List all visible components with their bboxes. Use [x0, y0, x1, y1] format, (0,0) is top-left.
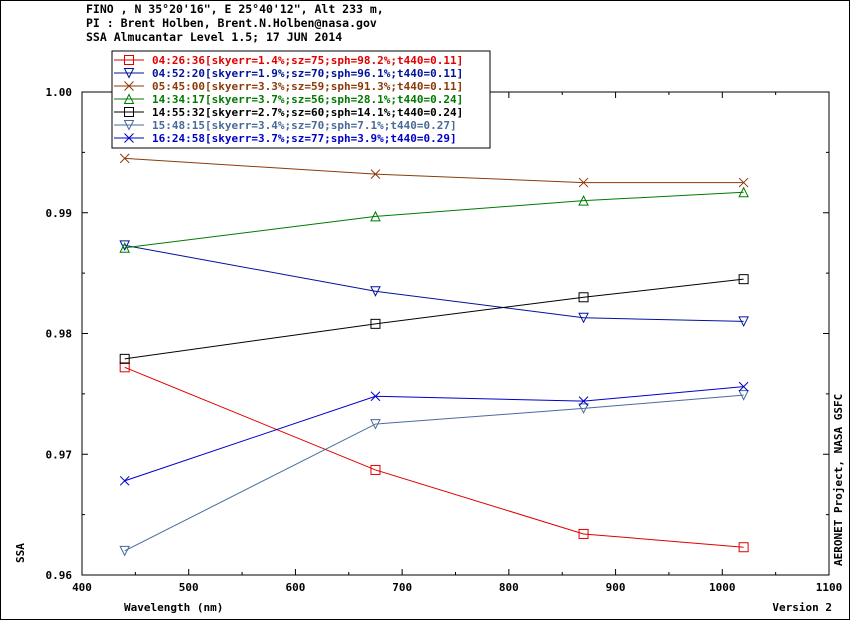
x-tick-label: 400 — [72, 581, 92, 594]
x-tick-label: 800 — [499, 581, 519, 594]
data-point — [119, 545, 130, 557]
series-line — [124, 191, 744, 249]
series-7 — [119, 381, 749, 486]
data-point — [738, 316, 749, 328]
legend-item: 14:55:32[skyerr=2.7%;sz=60;sph=14.1%;t44… — [114, 106, 463, 119]
x-tick-label: 700 — [392, 581, 412, 594]
legend-marker — [124, 81, 134, 91]
data-point — [370, 286, 381, 297]
aeronet-credit: AERONET Project, NASA GSFC — [832, 394, 845, 566]
data-point — [370, 464, 381, 475]
legend-marker — [123, 120, 135, 131]
data-point — [119, 362, 130, 373]
series-line — [124, 386, 744, 482]
data-point — [738, 381, 749, 392]
series-line — [124, 278, 744, 360]
legend-marker — [124, 133, 134, 143]
series-4 — [119, 186, 749, 253]
series-line — [124, 244, 744, 322]
legend-label: 04:26:36[skyerr=1.4%;sz=75;sph=98.2%;t44… — [152, 54, 463, 67]
data-point — [578, 528, 589, 539]
legend-label: 14:55:32[skyerr=2.7%;sz=60;sph=14.1%;t44… — [152, 106, 463, 119]
data-point — [119, 353, 130, 364]
legend-label: 16:24:58[skyerr=3.7%;sz=77;sph=3.9%;t440… — [152, 132, 457, 145]
data-point — [119, 240, 130, 251]
legend-item: 14:34:17[skyerr=3.7%;sz=56;sph=28.1%;t44… — [114, 93, 463, 106]
series-5 — [119, 274, 749, 364]
x-tick-label: 500 — [179, 581, 199, 594]
legend-label: 15:48:15[skyerr=3.4%;sz=70;sph=7.1%;t440… — [152, 119, 457, 132]
y-tick-label: 0.96 — [46, 569, 73, 582]
data-point — [738, 390, 749, 401]
y-axis-label: SSA — [14, 543, 27, 563]
x-tick-label: 600 — [285, 581, 305, 594]
series-line — [124, 394, 744, 552]
data-point — [578, 292, 589, 303]
legend-item: 16:24:58[skyerr=3.7%;sz=77;sph=3.9%;t440… — [114, 132, 457, 145]
legend-marker — [124, 55, 134, 65]
series-1 — [119, 362, 749, 553]
version-label: Version 2 — [772, 601, 832, 614]
data-point — [738, 177, 749, 188]
legend-marker — [123, 93, 135, 104]
data-point — [738, 542, 749, 553]
series-line — [124, 157, 744, 184]
product-line: SSA Almucantar Level 1.5; 17 JUN 2014 — [86, 30, 343, 44]
x-tick-label: 900 — [606, 581, 626, 594]
series-6 — [119, 390, 749, 557]
x-axis-label: Wavelength (nm) — [124, 601, 223, 614]
data-point — [578, 177, 589, 188]
legend-label: 14:34:17[skyerr=3.7%;sz=56;sph=28.1%;t44… — [152, 93, 463, 106]
series-line — [124, 366, 744, 548]
x-tick-label: 1100 — [816, 581, 843, 594]
data-point — [119, 153, 130, 164]
data-point — [578, 403, 589, 414]
y-tick-label: 1.00 — [46, 86, 73, 99]
legend-label: 05:45:00[skyerr=3.3%;sz=59;sph=91.3%;t44… — [152, 80, 463, 93]
series-3 — [119, 153, 749, 188]
legend-box — [111, 50, 491, 149]
y-tick-label: 0.99 — [46, 207, 73, 220]
series-2 — [119, 240, 749, 328]
data-point — [119, 475, 130, 486]
data-point — [370, 318, 381, 329]
data-point — [370, 210, 381, 222]
legend-label: 04:52:20[skyerr=1.9%;sz=70;sph=96.1%;t44… — [152, 67, 463, 80]
y-tick-label: 0.98 — [46, 328, 73, 341]
legend-marker — [124, 107, 134, 117]
x-tick-label: 1000 — [709, 581, 736, 594]
station-title: FINO , N 35°20'16", E 25°40'12", Alt 233… — [86, 2, 384, 16]
data-point — [578, 396, 589, 406]
data-point — [370, 391, 381, 402]
pi-line: PI : Brent Holben, Brent.N.Holben@nasa.g… — [86, 16, 377, 30]
data-point — [370, 169, 381, 179]
legend-item: 05:45:00[skyerr=3.3%;sz=59;sph=91.3%;t44… — [114, 80, 463, 93]
data-point — [738, 274, 749, 285]
data-point — [370, 419, 381, 430]
legend-item: 04:26:36[skyerr=1.4%;sz=75;sph=98.2%;t44… — [114, 54, 463, 67]
legend-item: 15:48:15[skyerr=3.4%;sz=70;sph=7.1%;t440… — [114, 119, 457, 132]
data-point — [738, 186, 749, 198]
legend-item: 04:52:20[skyerr=1.9%;sz=70;sph=96.1%;t44… — [114, 67, 463, 80]
y-tick-label: 0.97 — [46, 448, 73, 461]
data-point — [578, 195, 589, 206]
data-point — [578, 312, 589, 324]
legend-marker — [123, 68, 135, 79]
plot-area — [81, 91, 830, 576]
data-point — [119, 242, 130, 253]
